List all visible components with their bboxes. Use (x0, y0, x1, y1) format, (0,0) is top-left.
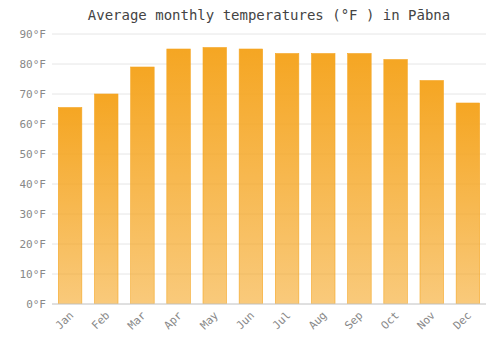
chart-container: Average monthly temperatures (°F ) in Pā… (0, 0, 500, 350)
chart-title: Average monthly temperatures (°F ) in Pā… (88, 7, 450, 23)
grid-line (52, 304, 486, 305)
bar (348, 54, 372, 305)
bar (203, 48, 227, 305)
y-tick-label: 40°F (20, 178, 47, 191)
y-tick-label: 90°F (20, 28, 47, 41)
x-tick-label: Aug (306, 309, 329, 332)
x-tick-label: Apr (161, 309, 185, 333)
y-tick-label: 10°F (20, 268, 47, 281)
y-grid (52, 34, 486, 304)
bar (384, 60, 408, 305)
x-tick-label: Dec (451, 309, 474, 332)
y-tick-label: 20°F (20, 238, 47, 251)
chart-svg: Average monthly temperatures (°F ) in Pā… (0, 0, 500, 350)
y-tick-label: 30°F (20, 208, 47, 221)
y-tick-labels: 0°F 10°F 20°F 30°F 40°F 50°F 60°F 70°F 80°F 90°F (20, 28, 47, 311)
x-tick-label: Mar (125, 309, 149, 333)
x-tick-label: Nov (415, 309, 439, 333)
bars (58, 48, 479, 305)
bar (131, 67, 155, 304)
bar (275, 54, 299, 305)
y-tick-label: 50°F (20, 148, 47, 161)
bar (94, 94, 118, 304)
x-tick-label: May (198, 309, 222, 333)
x-tick-label: Jun (234, 309, 257, 332)
x-tick-label: Sep (342, 309, 365, 332)
bar (456, 103, 480, 304)
x-tick-label: Jul (270, 309, 293, 332)
bar (167, 49, 191, 304)
grid-line (52, 34, 486, 35)
x-tick-label: Jan (53, 309, 76, 332)
y-tick-label: 60°F (20, 118, 47, 131)
y-tick-label: 70°F (20, 88, 47, 101)
grid-line (52, 64, 486, 65)
bar (239, 49, 263, 304)
y-tick-label: 0°F (26, 298, 46, 311)
bar (420, 81, 444, 305)
y-tick-label: 80°F (20, 58, 47, 71)
x-tick-label: Feb (89, 309, 112, 332)
x-axis-line (52, 304, 486, 305)
page: {"chart_data": {"type": "bar", "title": … (0, 0, 500, 350)
x-tick-labels: Jan Feb Mar Apr May Jun Jul Aug Sep Oct Nov Dec (53, 309, 474, 333)
x-tick-label: Oct (378, 309, 401, 332)
bar (58, 108, 82, 305)
bar (311, 54, 335, 305)
